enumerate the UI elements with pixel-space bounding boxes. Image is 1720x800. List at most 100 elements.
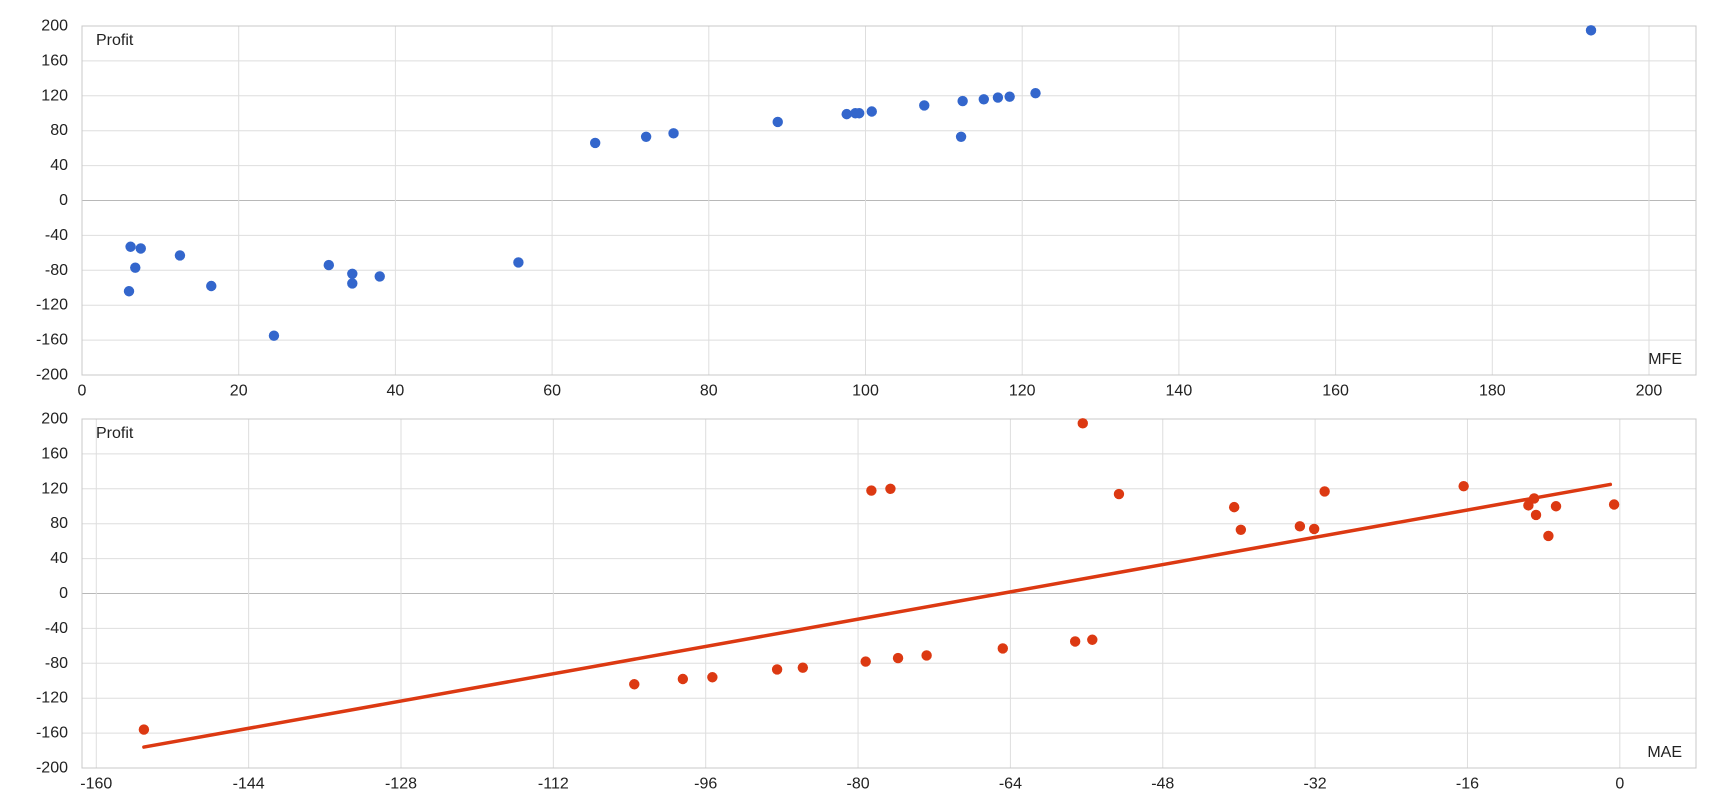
chart1-y-tick-label: 80 — [50, 122, 68, 139]
chart1-data-point — [323, 259, 335, 271]
chart2-data-point — [921, 650, 932, 661]
chart2-data-point — [797, 662, 809, 673]
chart2-x-tick-label: -144 — [233, 775, 265, 792]
chart2-data-point — [997, 643, 1008, 654]
chart1-data-point — [130, 262, 141, 273]
chart1-y-axis-label: Profit — [96, 32, 134, 49]
chart2-y-tick-label: -200 — [36, 760, 68, 777]
chart1-y-tick-label: -80 — [45, 262, 68, 279]
chart2-data-point — [771, 664, 783, 675]
chart2-data-point — [629, 679, 640, 690]
chart2-x-tick-label: -16 — [1456, 775, 1479, 792]
chart2-data-point — [1077, 418, 1088, 429]
chart1-x-tick-label: 200 — [1636, 382, 1663, 399]
chart1-y-tick-label: 200 — [41, 18, 68, 35]
chart2-data-point — [1235, 524, 1247, 536]
chart2-x-tick-label: -48 — [1151, 775, 1174, 792]
chart1-x-tick-label: 0 — [78, 382, 87, 399]
chart2-data-point — [1113, 488, 1125, 500]
chart2-data-point — [1530, 509, 1542, 521]
chart1-x-tick-label: 160 — [1322, 382, 1349, 399]
chart1-x-tick-label: 60 — [543, 382, 561, 399]
chart1-y-tick-label: 40 — [50, 157, 68, 174]
chart2-data-point — [1069, 636, 1081, 647]
chart1-data-point — [347, 268, 358, 279]
chart2-x-axis-label: MAE — [1647, 744, 1682, 761]
chart1-data-point — [992, 92, 1004, 103]
chart2-data-point — [707, 672, 718, 683]
chart2-trendline — [142, 482, 1613, 749]
chart1-data-point — [640, 131, 652, 143]
chart2-data-point — [892, 652, 904, 664]
chart1-y-tick-label: 0 — [59, 192, 68, 209]
chart1-data-point — [668, 128, 679, 139]
chart2-y-tick-label: 120 — [41, 480, 68, 497]
chart2-data-point — [866, 485, 877, 496]
chart2-x-tick-label: -160 — [80, 775, 112, 792]
chart2-x-tick-label: -32 — [1304, 775, 1327, 792]
chart2-x-tick-label: -128 — [385, 775, 417, 792]
chart1-data-point — [957, 95, 968, 107]
chart1-x-axis-label: MFE — [1648, 351, 1682, 368]
chart2-data-point — [677, 673, 689, 685]
chart1-x-tick-label: 180 — [1479, 382, 1506, 399]
chart1-y-tick-label: -40 — [45, 227, 68, 244]
chart2-y-tick-label: 80 — [50, 515, 68, 532]
chart1-data-point — [1004, 91, 1015, 102]
chart2-data-point — [1308, 523, 1320, 535]
chart2-data-point — [1550, 501, 1562, 512]
chart1-x-tick-label: 20 — [230, 382, 248, 399]
chart1-data-point — [125, 241, 136, 252]
chart2-x-tick-label: -112 — [538, 775, 569, 792]
chart2-x-tick-label: -80 — [846, 775, 869, 792]
chart1-data-point — [135, 243, 146, 254]
chart1-data-point — [841, 108, 852, 120]
chart1-data-point — [955, 131, 967, 143]
chart1-data-point — [374, 271, 385, 282]
chart1-plot-border — [81, 25, 1697, 376]
chart2-y-tick-label: 0 — [59, 585, 68, 602]
chart1-data-point — [268, 330, 280, 341]
chart1-data-point — [174, 250, 186, 261]
chart1-data-point — [919, 100, 930, 111]
chart1-data-point — [347, 278, 358, 289]
chart2-x-tick-label: -96 — [694, 775, 717, 792]
chart2-y-tick-label: 200 — [41, 411, 68, 428]
chart2-data-point — [1608, 499, 1620, 510]
chart2-data-point — [1543, 530, 1554, 542]
chart1-data-point — [772, 116, 783, 128]
chart2-data-point — [1319, 486, 1330, 497]
chart2-data-point — [885, 483, 896, 494]
chart2-x-tick-label: -64 — [999, 775, 1022, 792]
chart1-data-point — [978, 94, 990, 105]
chart1-data-point — [854, 108, 865, 119]
chart1-y-tick-label: -200 — [36, 367, 68, 384]
chart2-data-point — [1228, 501, 1240, 513]
chart1-x-tick-label: 120 — [1009, 382, 1036, 399]
chart1-x-tick-label: 80 — [700, 382, 718, 399]
chart2-data-point — [138, 724, 150, 735]
chart1-data-point — [206, 280, 217, 292]
chart1-y-tick-label: 160 — [41, 52, 68, 69]
chart2-data-point — [1523, 500, 1534, 511]
chart2-y-tick-label: -80 — [45, 655, 68, 672]
chart2-data-point — [1528, 493, 1540, 504]
chart1-data-point — [589, 137, 601, 149]
chart1-panel: 200 160 120 80 40 0 -40 -80 -120 -160 -200 0 20 40 60 8… — [36, 18, 1697, 399]
chart2-y-tick-label: -160 — [36, 725, 68, 742]
chart2-y-tick-label: 160 — [41, 445, 68, 462]
chart1-data-point — [1030, 87, 1041, 99]
chart1-x-tick-label: 100 — [852, 382, 879, 399]
chart1-x-tick-label: 140 — [1166, 382, 1193, 399]
chart1-y-tick-label: -160 — [36, 332, 68, 349]
chart2-plot-border — [81, 418, 1697, 769]
chart2-data-point — [1458, 480, 1469, 492]
chart1-data-point — [866, 106, 877, 117]
chart2-y-tick-label: -120 — [36, 690, 68, 707]
chart1-data-point — [1585, 25, 1597, 36]
chart1-y-tick-label: 120 — [41, 87, 68, 104]
chart1-y-tick-label: -120 — [36, 297, 68, 314]
chart2-y-tick-label: -40 — [45, 620, 68, 637]
